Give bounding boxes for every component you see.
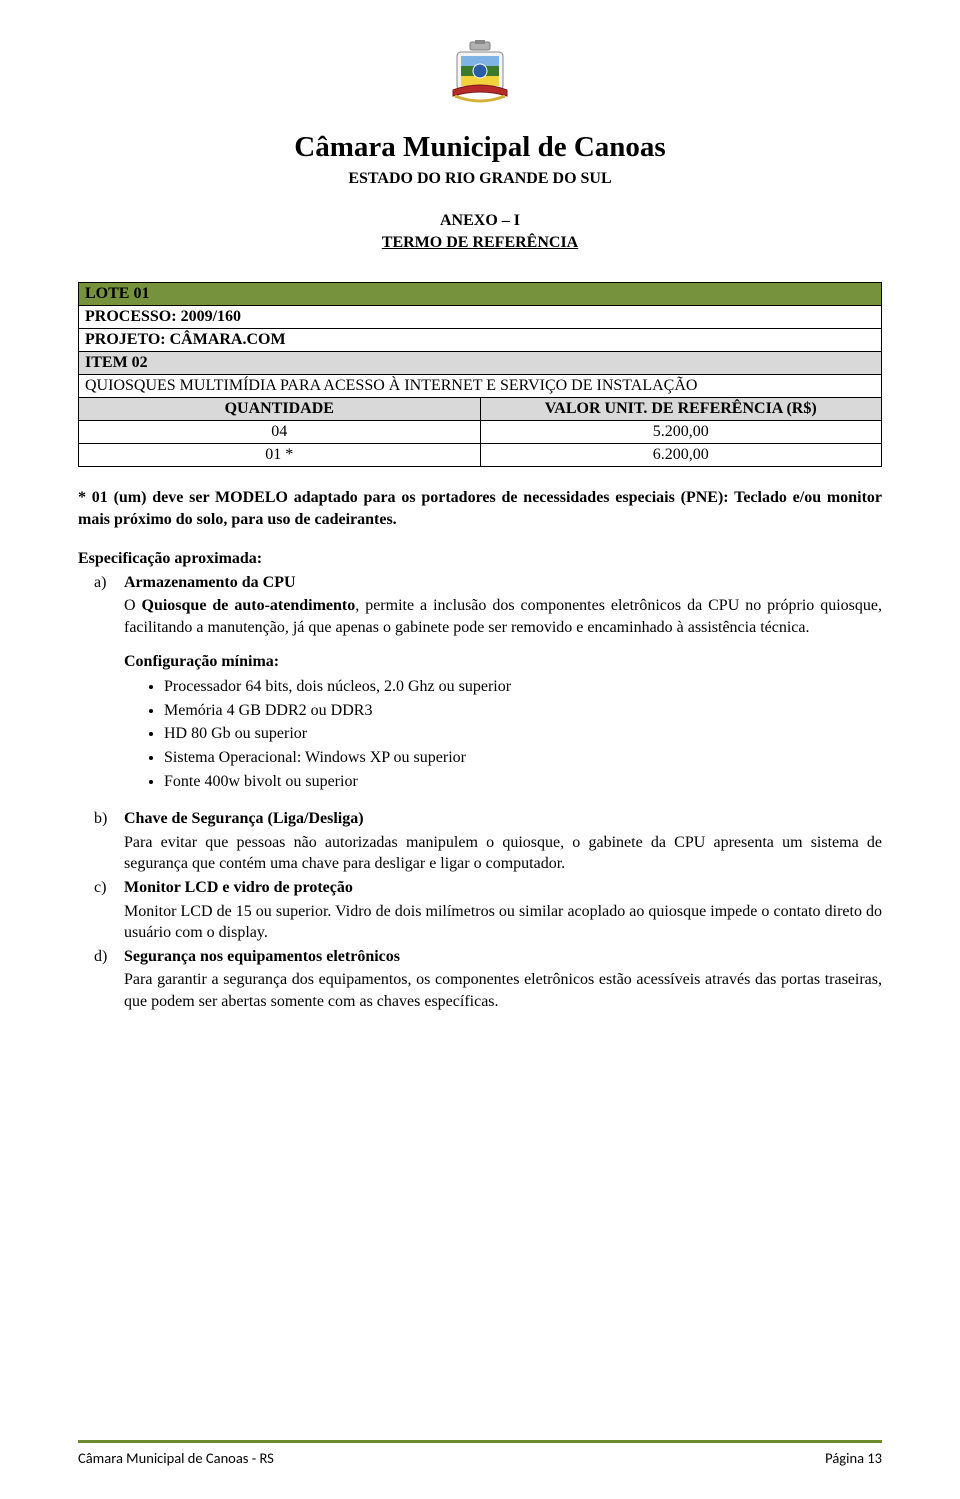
spec-a-body: O Quiosque de auto-atendimento, permite … [124,595,882,638]
bullet-item: Fonte 400w bivolt ou superior [164,771,882,793]
table-row-headers: QUANTIDADE VALOR UNIT. DE REFERÊNCIA (R$… [79,398,882,421]
bullet-item: Memória 4 GB DDR2 ou DDR3 [164,700,882,722]
document-header: Câmara Municipal de Canoas ESTADO DO RIO… [78,40,882,252]
table-row-desc: QUIOSQUES MULTIMÍDIA PARA ACESSO À INTER… [79,375,882,398]
desc-cell: QUIOSQUES MULTIMÍDIA PARA ACESSO À INTER… [79,375,882,398]
spec-c-title: Monitor LCD e vidro de proteção [124,879,353,896]
reference-table: LOTE 01 PROCESSO: 2009/160 PROJETO: CÂMA… [78,282,882,467]
spec-item-a: Armazenamento da CPU O Quiosque de auto-… [124,572,882,792]
table-row-lote: LOTE 01 [79,283,882,306]
spec-heading: Especificação aproximada: [78,548,882,570]
table-row-projeto: PROJETO: CÂMARA.COM [79,329,882,352]
bullet-item: Processador 64 bits, dois núcleos, 2.0 G… [164,676,882,698]
anexo-label: ANEXO – I [78,212,882,230]
spec-list: Armazenamento da CPU O Quiosque de auto-… [78,572,882,1013]
footer-right: Página 13 [825,1449,882,1467]
spec-b-title: Chave de Segurança (Liga/Desliga) [124,810,364,827]
bullet-item: Sistema Operacional: Windows XP ou super… [164,747,882,769]
org-title: Câmara Municipal de Canoas [78,131,882,164]
config-bullets: Processador 64 bits, dois núcleos, 2.0 G… [124,676,882,792]
processo-cell: PROCESSO: 2009/160 [79,306,882,329]
footer-rule [78,1440,882,1443]
spec-a-title: Armazenamento da CPU [124,574,296,591]
spec-item-c: Monitor LCD e vidro de proteção Monitor … [124,877,882,944]
qty-cell: 04 [79,421,481,444]
col-qty-header: QUANTIDADE [79,398,481,421]
spec-d-body: Para garantir a segurança dos equipament… [124,969,882,1012]
crest-icon [441,40,519,123]
col-val-header: VALOR UNIT. DE REFERÊNCIA (R$) [480,398,882,421]
table-row-item: ITEM 02 [79,352,882,375]
page-footer: Câmara Municipal de Canoas - RS Página 1… [78,1440,882,1467]
config-min-head: Configuração mínima: [124,651,882,673]
spec-item-b: Chave de Segurança (Liga/Desliga) Para e… [124,808,882,875]
item-cell: ITEM 02 [79,352,882,375]
spec-d-title: Segurança nos equipamentos eletrônicos [124,948,400,965]
spec-a-pre: O [124,597,142,614]
footer-left: Câmara Municipal de Canoas - RS [78,1449,274,1467]
spec-item-d: Segurança nos equipamentos eletrônicos P… [124,946,882,1013]
spec-c-body: Monitor LCD de 15 ou superior. Vidro de … [124,901,882,944]
qty-cell: 01 * [79,444,481,467]
bullet-item: HD 80 Gb ou superior [164,723,882,745]
org-subtitle: ESTADO DO RIO GRANDE DO SUL [78,170,882,188]
val-cell: 6.200,00 [480,444,882,467]
spec-b-body: Para evitar que pessoas não autorizadas … [124,832,882,875]
lote-cell: LOTE 01 [79,283,882,306]
table-row-processo: PROCESSO: 2009/160 [79,306,882,329]
termo-label: TERMO DE REFERÊNCIA [78,234,882,252]
val-cell: 5.200,00 [480,421,882,444]
projeto-cell: PROJETO: CÂMARA.COM [79,329,882,352]
table-row: 04 5.200,00 [79,421,882,444]
pne-note: * 01 (um) deve ser MODELO adaptado para … [78,487,882,530]
table-row: 01 * 6.200,00 [79,444,882,467]
spec-a-strong: Quiosque de auto-atendimento [142,597,356,614]
